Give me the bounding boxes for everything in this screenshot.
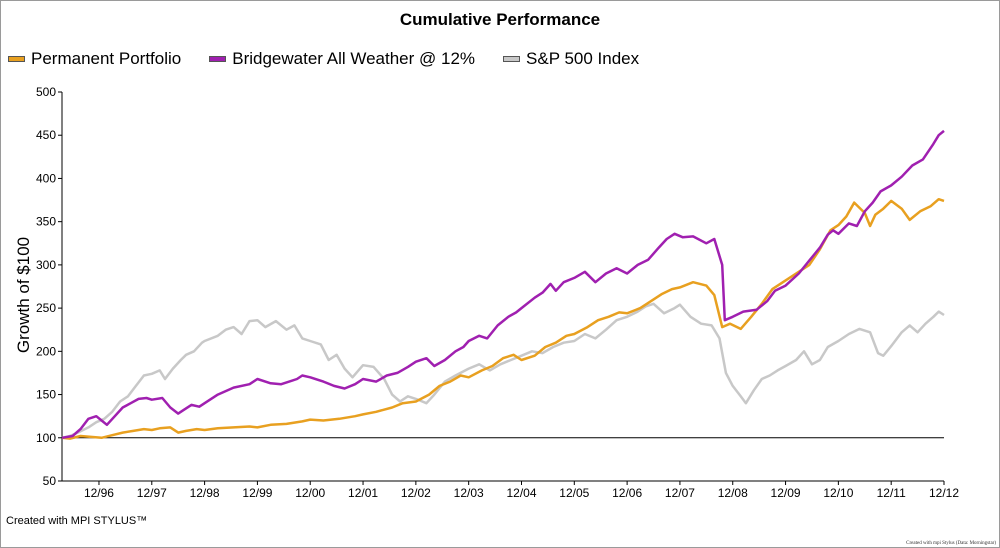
x-tick-label-12/99: 12/99 bbox=[242, 486, 272, 500]
x-tick-label-12/02: 12/02 bbox=[401, 486, 431, 500]
x-tick-label-12/08: 12/08 bbox=[718, 486, 748, 500]
y-tick-label-450: 450 bbox=[36, 128, 56, 142]
series-line-permanent-portfolio bbox=[61, 197, 945, 440]
x-tick-label-12/01: 12/01 bbox=[348, 486, 378, 500]
x-tick-label-12/97: 12/97 bbox=[137, 486, 167, 500]
y-tick-label-100: 100 bbox=[36, 431, 56, 445]
y-tick-label-500: 500 bbox=[36, 85, 56, 99]
y-tick-label-250: 250 bbox=[36, 301, 56, 315]
y-tick-label-300: 300 bbox=[36, 258, 56, 272]
legend-item-bridgewater: Bridgewater All Weather @ 12% bbox=[209, 49, 475, 69]
x-tick-label-12/00: 12/00 bbox=[295, 486, 325, 500]
legend-item-permanent-portfolio: Permanent Portfolio bbox=[8, 49, 181, 69]
chart-title: Cumulative Performance bbox=[399, 10, 601, 29]
x-tick-label-12/05: 12/05 bbox=[559, 486, 589, 500]
legend-item-sp500: S&P 500 Index bbox=[503, 49, 639, 69]
y-tick-label-200: 200 bbox=[36, 344, 56, 358]
series-line-sp500 bbox=[61, 302, 945, 440]
legend-swatch-bridgewater bbox=[209, 56, 227, 62]
x-tick-label-12/98: 12/98 bbox=[190, 486, 220, 500]
x-tick-label-12/07: 12/07 bbox=[665, 486, 695, 500]
x-tick-label-12/04: 12/04 bbox=[506, 486, 536, 500]
y-tick-label-350: 350 bbox=[36, 215, 56, 229]
legend: Permanent Portfolio Bridgewater All Weat… bbox=[8, 49, 667, 69]
y-tick-label-150: 150 bbox=[36, 388, 56, 402]
legend-swatch-permanent-portfolio bbox=[8, 56, 25, 62]
series-line-bridgewater bbox=[61, 129, 945, 440]
y-tick-label-50: 50 bbox=[43, 474, 57, 488]
x-tick-label-12/09: 12/09 bbox=[771, 486, 801, 500]
x-tick-label-12/06: 12/06 bbox=[612, 486, 642, 500]
footer-credit: Created with MPI STYLUS™ bbox=[6, 515, 148, 527]
legend-swatch-sp500 bbox=[503, 56, 521, 62]
x-tick-label-12/12: 12/12 bbox=[929, 486, 959, 500]
legend-label-bridgewater: Bridgewater All Weather @ 12% bbox=[232, 49, 476, 68]
x-tick-label-12/96: 12/96 bbox=[84, 486, 114, 500]
legend-label-permanent-portfolio: Permanent Portfolio bbox=[31, 49, 182, 68]
footer-source: Created with mpi Stylus (Data: Morningst… bbox=[906, 541, 996, 546]
legend-label-sp500: S&P 500 Index bbox=[526, 49, 640, 68]
x-tick-label-12/10: 12/10 bbox=[823, 486, 853, 500]
y-tick-label-400: 400 bbox=[36, 171, 56, 185]
x-tick-label-12/11: 12/11 bbox=[877, 486, 906, 500]
x-tick-label-12/03: 12/03 bbox=[454, 486, 484, 500]
